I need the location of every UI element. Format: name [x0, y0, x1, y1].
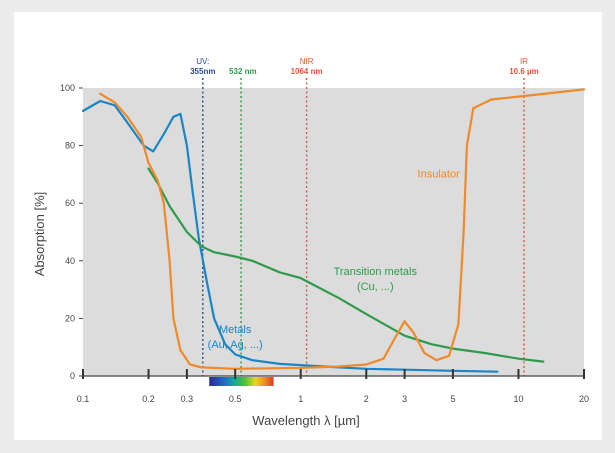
x-tick-label-6: 3 — [402, 394, 407, 404]
y-axis-label: Absorption [%] — [32, 192, 47, 277]
x-tick-label-3: 0.5 — [229, 394, 242, 404]
series-label-1-line-0: Transition metals — [334, 266, 418, 278]
series-label-0-line-0: Metals — [219, 324, 252, 336]
y-tick-label-3: 60 — [65, 198, 75, 208]
x-tick-label-9: 20 — [579, 394, 589, 404]
x-tick-label-2: 0.3 — [181, 394, 194, 404]
plot-area — [83, 88, 584, 376]
x-tick-label-4: 1 — [298, 394, 303, 404]
series-line-0 — [81, 99, 499, 373]
series-line-1 — [147, 167, 545, 363]
series-layer — [81, 88, 586, 373]
marker-label-line2-1: 532 nm — [229, 67, 257, 76]
visible-spectrum-bar — [209, 377, 274, 386]
y-tick-label-5: 100 — [60, 83, 75, 93]
y-tick-label-0: 0 — [70, 371, 75, 381]
x-tick-label-0: 0.1 — [77, 394, 90, 404]
series-label-2-line-0: Insulator — [418, 168, 461, 180]
series-labels: Metals (Au, Ag, ...) Transition metals (Cu,… — [208, 168, 460, 351]
marker-label-line1-2: NIR — [300, 57, 314, 66]
marker-label-line2-0: 355nm — [190, 67, 215, 76]
series-line-2 — [99, 88, 586, 370]
series-label-0-line-1: (Au, Ag, ...) — [208, 339, 263, 351]
x-tick-label-1: 0.2 — [142, 394, 155, 404]
marker-label-line2-2: 1064 nm — [291, 67, 323, 76]
axis-ticks: 0 20 40 60 80 100 0.1 0.2 0.3 0.5 1 2 3 5 10 20 — [60, 83, 589, 404]
y-tick-label-4: 80 — [65, 141, 75, 151]
marker-label-line2-3: 10.6 µm — [509, 67, 539, 76]
x-tick-label-8: 10 — [513, 394, 523, 404]
x-tick-label-7: 5 — [450, 394, 455, 404]
marker-label-line1-3: IR — [520, 57, 528, 66]
spectrum-swatch — [209, 377, 274, 386]
y-tick-label-2: 40 — [65, 256, 75, 266]
x-axis-label: Wavelength λ [µm] — [252, 413, 359, 428]
chart-card: UV: 355nm 532 nm NIR 1064 nm IR 10.6 µm 0 20 40 6… — [14, 12, 602, 440]
marker-label-line1-0: UV: — [196, 57, 209, 66]
series-label-1-line-1: (Cu, ...) — [357, 281, 394, 293]
x-tick-label-5: 2 — [364, 394, 369, 404]
y-tick-label-1: 20 — [65, 313, 75, 323]
